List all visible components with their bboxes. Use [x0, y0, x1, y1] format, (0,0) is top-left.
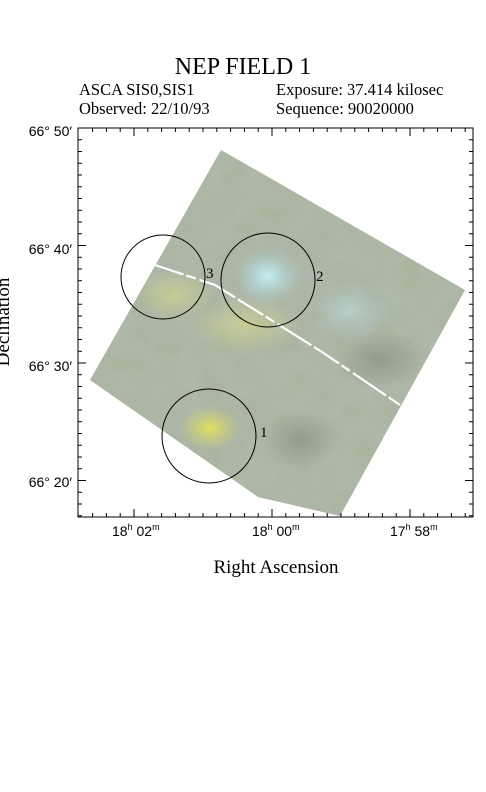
instrument-label: ASCA SIS0,SIS1: [79, 80, 195, 99]
observed-label: Observed: 22/10/93: [79, 99, 210, 118]
y-axis-title: Declination: [0, 277, 14, 366]
y-tick-label: 66° 20′: [29, 474, 73, 490]
chip-gap-line: [154, 263, 401, 406]
x-tick-label: 18h 02m: [112, 522, 160, 539]
source-1-glow: [180, 406, 240, 450]
sequence-label: Sequence: 90020000: [276, 99, 414, 118]
region-2-circle: [220, 232, 316, 328]
region-1-label: 1: [260, 425, 268, 441]
figure-title: NEP FIELD 1: [174, 54, 312, 80]
region-3-circle: [120, 234, 206, 320]
plot-frame: [77, 127, 474, 518]
exposure-label: Exposure: 37.414 kilosec: [276, 80, 444, 99]
y-tick-label: 66° 40′: [29, 241, 73, 257]
source-2-glow: [234, 248, 302, 304]
region-1-circle: [161, 388, 257, 484]
x-axis-title: Right Ascension: [213, 557, 339, 578]
y-tick-label: 66° 30′: [29, 358, 73, 374]
region-2-label: 2: [316, 269, 324, 285]
y-tick-label: 66° 50′: [29, 123, 73, 139]
x-tick-label: 18h 00m: [252, 522, 300, 539]
region-3-label: 3: [206, 266, 214, 282]
xray-image-field: [90, 150, 465, 516]
axis-ticks: [78, 127, 473, 517]
x-tick-label: 17h 58m: [390, 522, 438, 539]
